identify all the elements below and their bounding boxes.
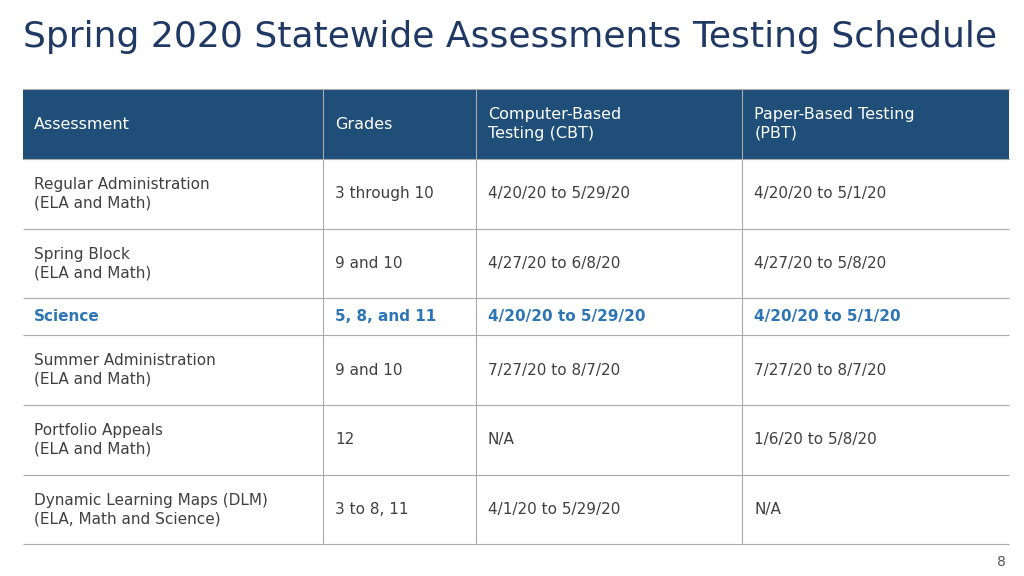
Text: 3 through 10: 3 through 10 xyxy=(335,186,434,201)
Text: Portfolio Appeals
(ELA and Math): Portfolio Appeals (ELA and Math) xyxy=(35,423,164,457)
Text: Dynamic Learning Maps (DLM)
(ELA, Math and Science): Dynamic Learning Maps (DLM) (ELA, Math a… xyxy=(35,492,268,526)
Text: 9 and 10: 9 and 10 xyxy=(335,363,402,378)
Text: Spring Block
(ELA and Math): Spring Block (ELA and Math) xyxy=(35,247,152,280)
Text: 4/20/20 to 5/1/20: 4/20/20 to 5/1/20 xyxy=(755,186,887,201)
Text: N/A: N/A xyxy=(755,502,781,517)
Text: Science: Science xyxy=(35,309,100,324)
Text: Paper-Based Testing
(PBT): Paper-Based Testing (PBT) xyxy=(755,107,914,141)
Text: Computer-Based
Testing (CBT): Computer-Based Testing (CBT) xyxy=(488,107,622,141)
Text: N/A: N/A xyxy=(488,433,515,448)
Text: 4/20/20 to 5/29/20: 4/20/20 to 5/29/20 xyxy=(488,186,630,201)
Text: Assessment: Assessment xyxy=(35,116,130,131)
Text: 4/27/20 to 5/8/20: 4/27/20 to 5/8/20 xyxy=(755,256,887,271)
Text: 1/6/20 to 5/8/20: 1/6/20 to 5/8/20 xyxy=(755,433,877,448)
Text: Summer Administration
(ELA and Math): Summer Administration (ELA and Math) xyxy=(35,354,216,387)
Text: 7/27/20 to 8/7/20: 7/27/20 to 8/7/20 xyxy=(488,363,621,378)
Text: 7/27/20 to 8/7/20: 7/27/20 to 8/7/20 xyxy=(755,363,887,378)
Text: 4/1/20 to 5/29/20: 4/1/20 to 5/29/20 xyxy=(488,502,621,517)
Text: 8: 8 xyxy=(996,555,1006,569)
Text: 9 and 10: 9 and 10 xyxy=(335,256,402,271)
Text: 12: 12 xyxy=(335,433,354,448)
Text: 3 to 8, 11: 3 to 8, 11 xyxy=(335,502,409,517)
Text: 4/27/20 to 6/8/20: 4/27/20 to 6/8/20 xyxy=(488,256,621,271)
Text: 4/20/20 to 5/29/20: 4/20/20 to 5/29/20 xyxy=(488,309,645,324)
Text: Spring 2020 Statewide Assessments Testing Schedule: Spring 2020 Statewide Assessments Testin… xyxy=(23,20,996,54)
Text: Grades: Grades xyxy=(335,116,392,131)
Text: Regular Administration
(ELA and Math): Regular Administration (ELA and Math) xyxy=(35,177,210,211)
Text: 5, 8, and 11: 5, 8, and 11 xyxy=(335,309,436,324)
Bar xyxy=(23,89,1009,159)
Text: 4/20/20 to 5/1/20: 4/20/20 to 5/1/20 xyxy=(755,309,901,324)
